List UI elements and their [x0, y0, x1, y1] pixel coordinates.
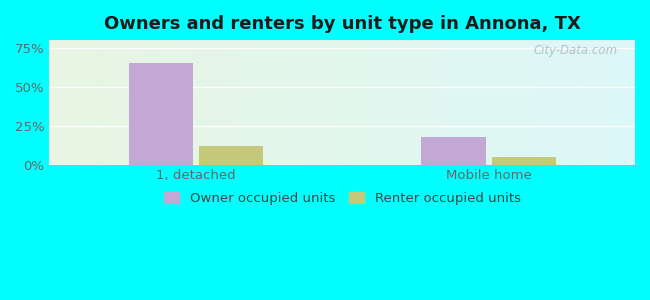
- Bar: [491, 157, 556, 165]
- Text: City-Data.com: City-Data.com: [533, 44, 618, 57]
- Bar: [129, 63, 193, 165]
- Title: Owners and renters by unit type in Annona, TX: Owners and renters by unit type in Annon…: [104, 15, 580, 33]
- Bar: [199, 146, 263, 165]
- Bar: [421, 136, 486, 165]
- Legend: Owner occupied units, Renter occupied units: Owner occupied units, Renter occupied un…: [159, 187, 526, 210]
